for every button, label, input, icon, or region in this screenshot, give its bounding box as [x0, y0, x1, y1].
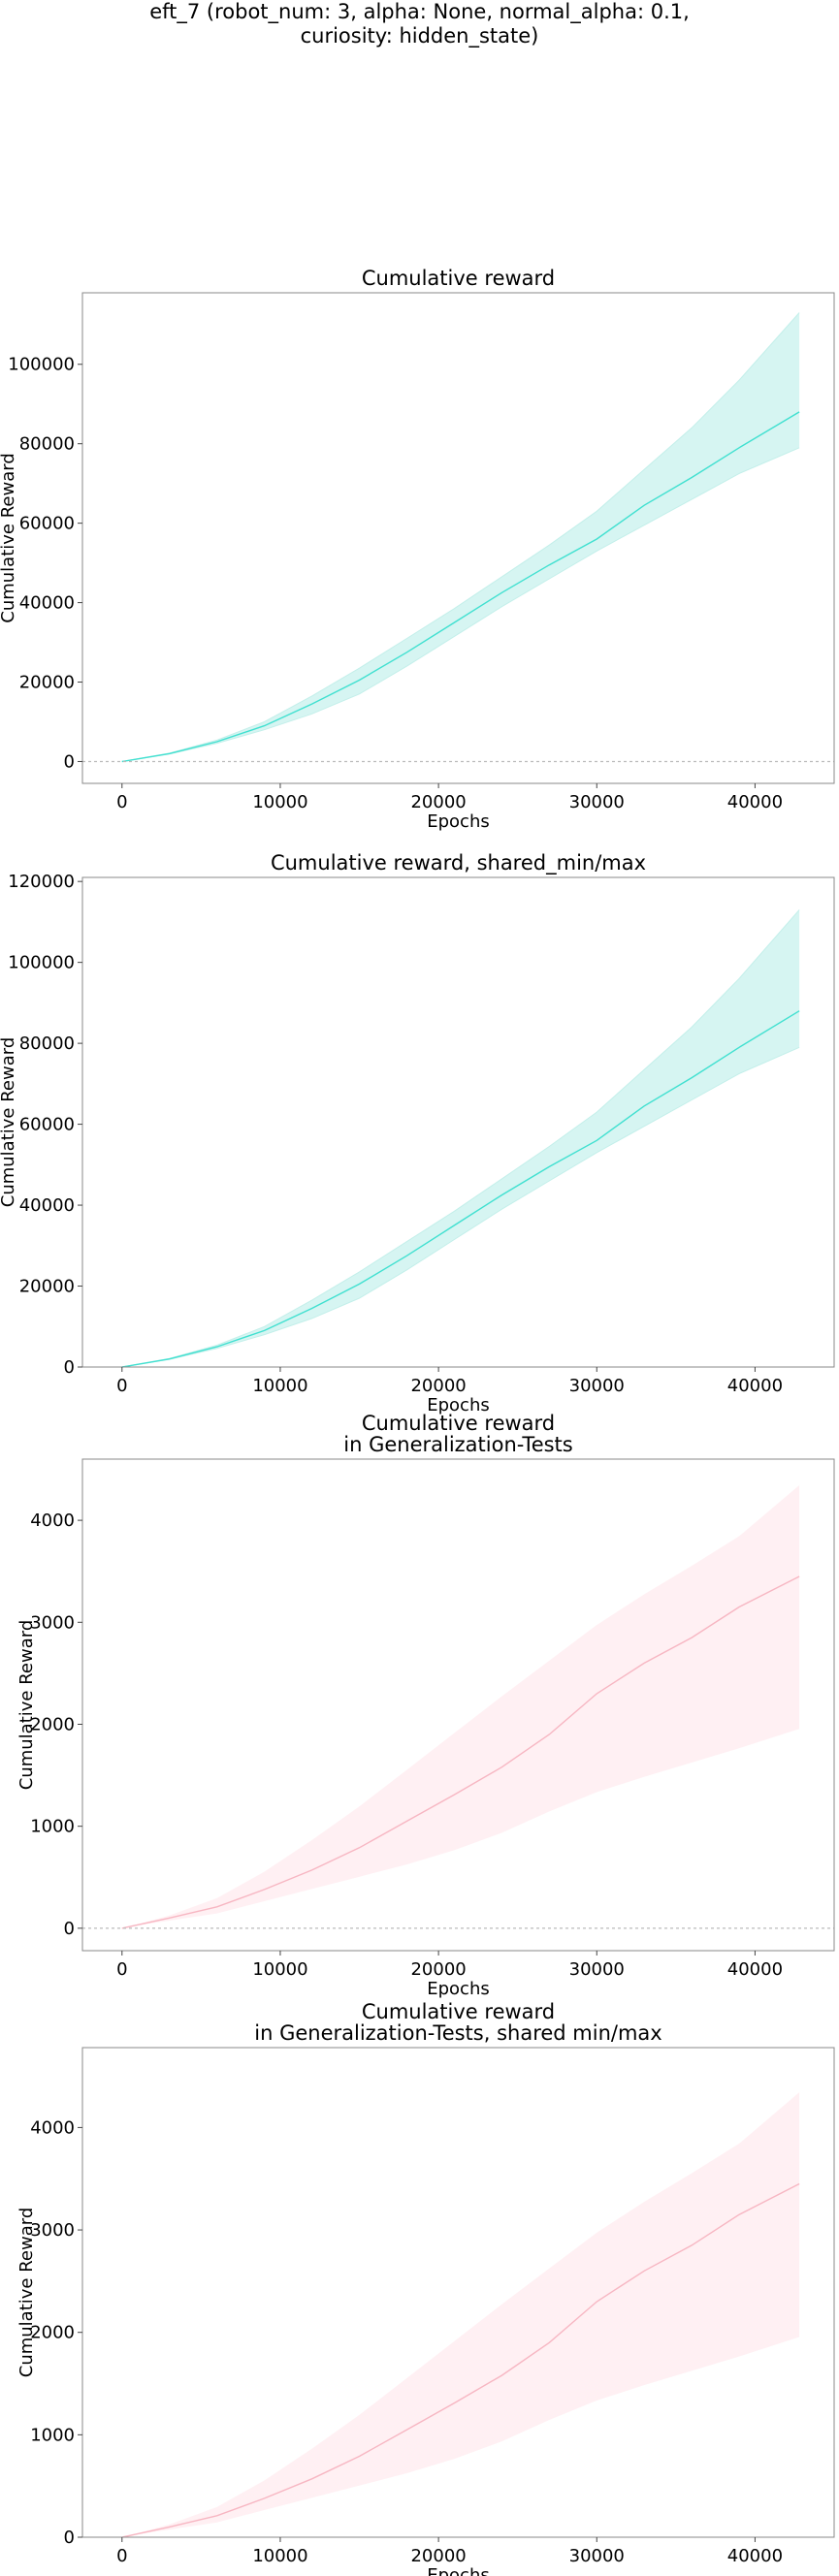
- mean-line: [121, 2182, 800, 2538]
- plot-frame: [81, 876, 835, 1368]
- band-lower-edge: [121, 447, 800, 762]
- x-tick-label: 0: [116, 1376, 127, 1396]
- y-axis-label: Cumulative Reward: [16, 1620, 37, 1791]
- y-tick-label: 0: [64, 751, 75, 772]
- chart-panel-1: Cumulative reward 0 10000 20000 30000 40000 0 2…: [0, 267, 835, 832]
- mean-line: [121, 1575, 800, 1929]
- x-axis-label: Epochs: [427, 1395, 490, 1415]
- band-upper-edge: [121, 312, 800, 762]
- band-lower-edge: [121, 1046, 800, 1368]
- x-axis-label: Epochs: [427, 2565, 490, 2576]
- confidence-band: [121, 1484, 800, 1928]
- y-tick-label: 20000: [19, 1277, 75, 1297]
- x-axis-label: Epochs: [427, 811, 490, 832]
- x-tick-label: 20000: [410, 792, 466, 812]
- mean-line: [121, 1010, 800, 1368]
- y-tick-label: 40000: [19, 1195, 75, 1216]
- confidence-band: [121, 2091, 800, 2537]
- x-tick-label: 20000: [410, 2546, 466, 2566]
- band-upper-edge: [121, 1483, 800, 1929]
- y-tick-label: 4000: [30, 1511, 75, 1531]
- x-tick-label: 30000: [569, 2546, 625, 2566]
- chart-title: in Generalization-Tests, shared min/max: [254, 2021, 662, 2045]
- x-tick-label: 0: [116, 792, 127, 812]
- y-tick-label: 60000: [19, 1115, 75, 1135]
- figure-suptitle: eft_7 (robot_num: 3, alpha: None, normal…: [0, 0, 839, 48]
- plot-frame: [81, 292, 835, 784]
- y-tick-label: 1000: [30, 2425, 75, 2445]
- x-axis-label: Epochs: [427, 1979, 490, 1999]
- y-tick-label: 100000: [8, 953, 75, 973]
- y-tick-label: 100000: [8, 355, 75, 375]
- y-axis-label: Cumulative Reward: [16, 2208, 37, 2378]
- y-tick-label: 2000: [30, 2323, 75, 2343]
- x-tick-label: 10000: [252, 1376, 307, 1396]
- y-tick-label: 3000: [30, 1612, 75, 1633]
- y-tick-label: 80000: [19, 1034, 75, 1054]
- y-tick-label: 4000: [30, 2117, 75, 2138]
- y-tick-label: 0: [64, 1357, 75, 1378]
- band-upper-edge: [121, 909, 800, 1368]
- y-tick-label: 0: [64, 1919, 75, 1939]
- band-upper-edge: [121, 2091, 800, 2538]
- x-tick-label: 10000: [252, 792, 307, 812]
- y-tick-label: 60000: [19, 514, 75, 534]
- x-tick-label: 30000: [569, 1376, 625, 1396]
- x-tick-label: 40000: [727, 792, 783, 812]
- confidence-band: [121, 312, 800, 762]
- chart-title: Cumulative reward: [362, 2000, 555, 2023]
- band-lower-edge: [121, 2337, 800, 2538]
- x-tick-label: 40000: [727, 1376, 783, 1396]
- confidence-band: [121, 909, 800, 1367]
- y-tick-label: 3000: [30, 2220, 75, 2241]
- x-tick-label: 30000: [569, 792, 625, 812]
- chart-title: Cumulative reward, shared_min/max: [271, 851, 646, 875]
- chart-panel-2: Cumulative reward, shared_min/max 0 10000 2…: [0, 851, 835, 1415]
- chart-title: in Generalization-Tests: [343, 1433, 572, 1456]
- y-axis-label: Cumulative Reward: [0, 1037, 18, 1208]
- chart-title: Cumulative reward: [362, 267, 555, 290]
- x-tick-label: 40000: [727, 1959, 783, 1980]
- y-tick-label: 2000: [30, 1714, 75, 1734]
- plot-frame: [81, 1458, 835, 1952]
- y-axis-label: Cumulative Reward: [0, 453, 18, 623]
- x-tick-label: 20000: [410, 1959, 466, 1980]
- suptitle-line: curiosity: hidden_state): [300, 24, 539, 48]
- x-tick-label: 0: [116, 1959, 127, 1980]
- y-tick-label: 80000: [19, 434, 75, 455]
- mean-line: [121, 411, 800, 763]
- chart-title: Cumulative reward: [362, 1412, 555, 1435]
- y-tick-label: 40000: [19, 593, 75, 614]
- x-tick-label: 30000: [569, 1959, 625, 1980]
- y-tick-label: 0: [64, 2528, 75, 2548]
- x-tick-label: 0: [116, 2546, 127, 2566]
- x-tick-label: 10000: [252, 1959, 307, 1980]
- y-tick-label: 120000: [8, 872, 75, 892]
- y-tick-label: 1000: [30, 1817, 75, 1837]
- x-tick-label: 40000: [727, 2546, 783, 2566]
- suptitle-line: eft_7 (robot_num: 3, alpha: None, normal…: [149, 0, 690, 23]
- x-tick-label: 20000: [410, 1376, 466, 1396]
- band-lower-edge: [121, 1729, 800, 1929]
- y-tick-label: 20000: [19, 673, 75, 693]
- x-tick-label: 10000: [252, 2546, 307, 2566]
- plot-frame: [81, 2047, 835, 2538]
